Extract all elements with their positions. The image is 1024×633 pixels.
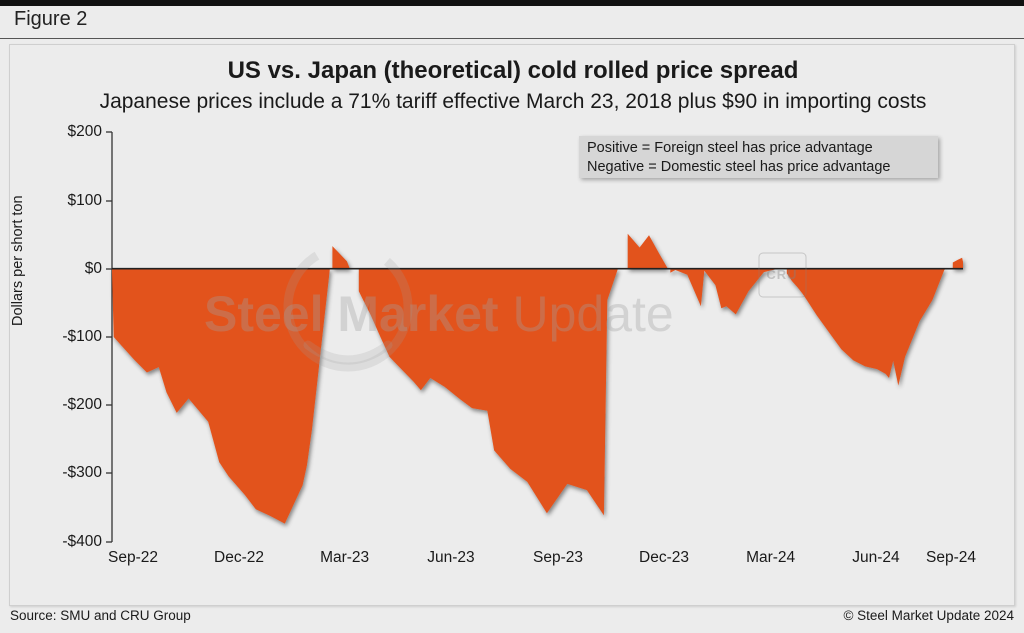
svg-text:CRU: CRU xyxy=(766,267,797,282)
